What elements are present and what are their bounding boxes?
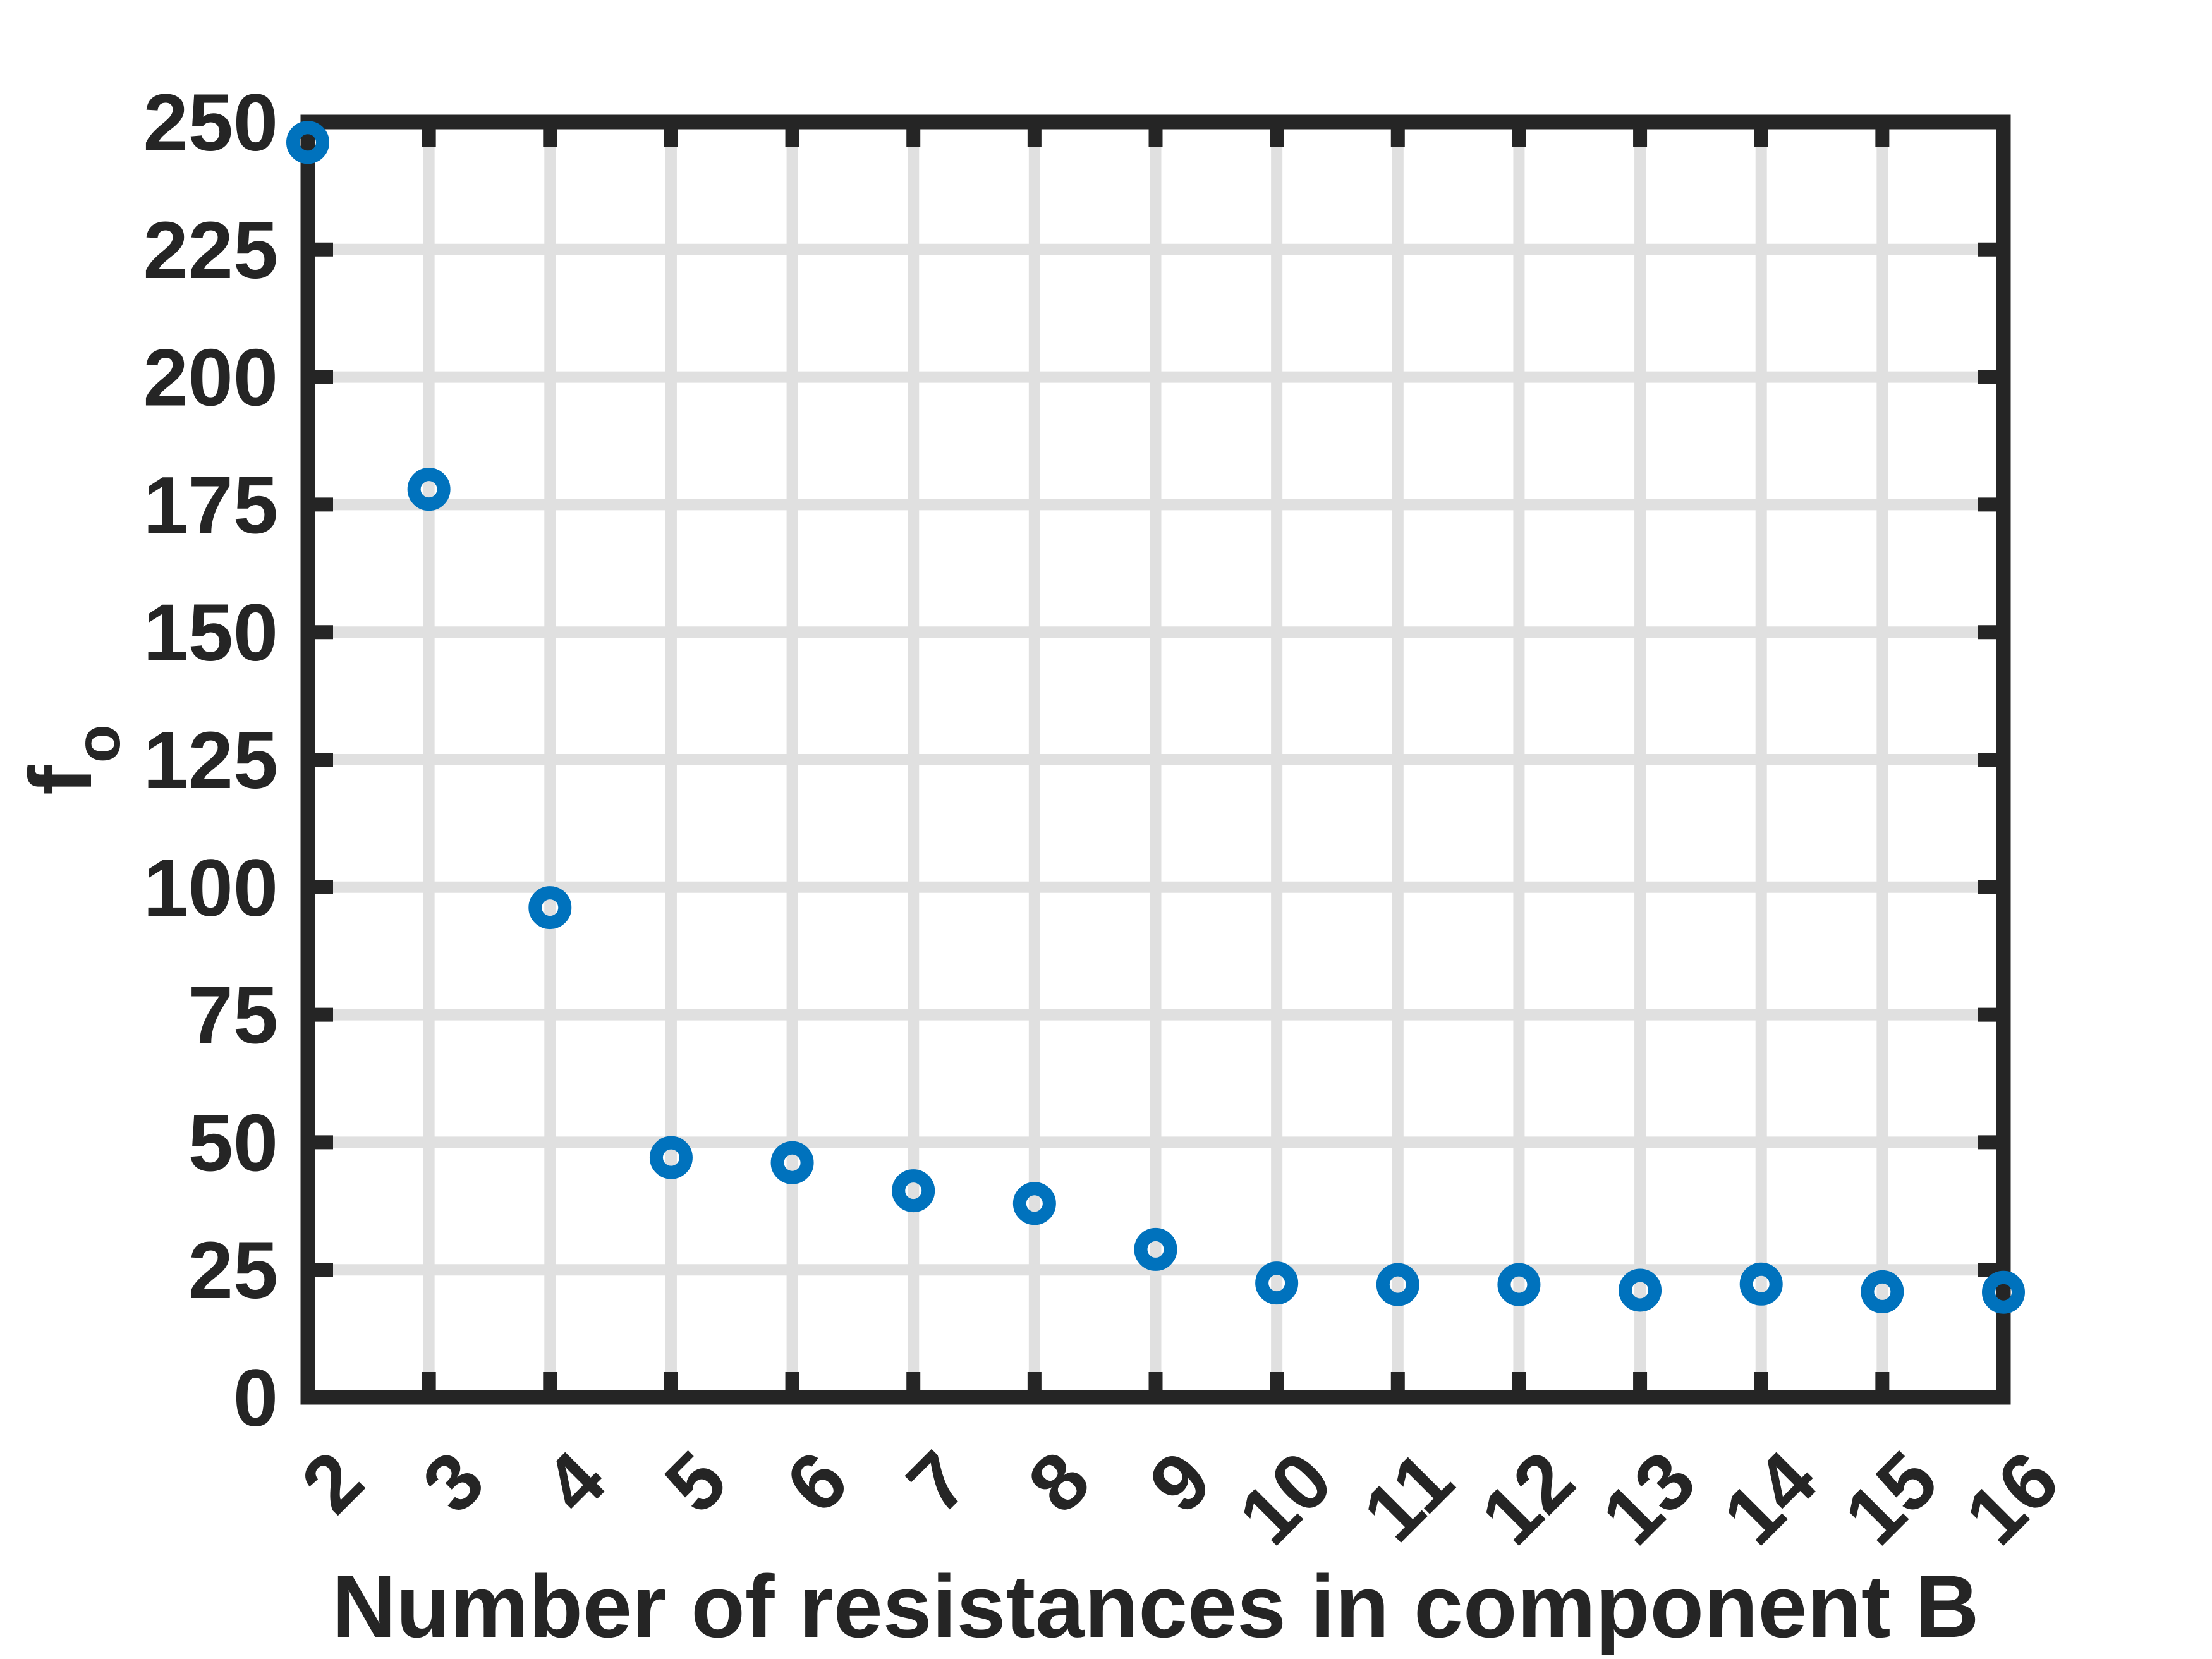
x-tick-label: 12 (1464, 1435, 1591, 1562)
y-tick-label: 200 (143, 333, 278, 423)
x-tick-label: 16 (1948, 1435, 2076, 1562)
x-tick-label: 8 (1011, 1435, 1107, 1530)
data-point-marker (1982, 1270, 2025, 1314)
x-tick-label: 14 (1706, 1435, 1834, 1562)
y-tick-label: 250 (143, 78, 278, 168)
y-tick-label: 25 (188, 1225, 278, 1316)
data-point-marker (1619, 1268, 1662, 1312)
y-tick-label: 150 (143, 588, 278, 678)
data-point-marker (286, 121, 329, 164)
x-axis-label: Number of resistances in component B (332, 1557, 1979, 1656)
y-axis-label-subscript: o (63, 724, 133, 763)
data-point-marker (1134, 1227, 1177, 1271)
x-tick-label: 11 (1346, 1435, 1471, 1559)
x-tick-label: 10 (1222, 1435, 1349, 1562)
x-tick-label: 15 (1827, 1435, 1955, 1562)
x-tick-label: 5 (648, 1435, 743, 1530)
data-point-marker (1739, 1262, 1783, 1306)
x-tick-label: 3 (406, 1435, 501, 1530)
y-tick-label: 75 (188, 971, 278, 1061)
y-tick-label: 225 (143, 205, 278, 296)
data-point-marker (407, 468, 451, 511)
y-tick-labels: 0 25 50 75 100 125 150 175 200 225 250 (143, 78, 278, 1443)
y-tick-label: 125 (143, 715, 278, 806)
y-tick-label: 0 (233, 1353, 278, 1443)
x-tick-label: 4 (527, 1435, 623, 1530)
x-tick-label: 7 (890, 1435, 986, 1530)
x-tick-label: 2 (284, 1435, 380, 1530)
y-tick-label: 100 (143, 843, 278, 933)
data-point-marker (649, 1136, 693, 1179)
y-tick-label: 50 (188, 1098, 278, 1188)
x-tick-label: 13 (1585, 1435, 1713, 1562)
data-point-marker (770, 1141, 814, 1184)
y-axis-label-base: f (11, 765, 110, 795)
x-tick-label: 9 (1133, 1435, 1228, 1530)
data-point-marker (528, 886, 572, 930)
data-point-marker (1255, 1261, 1299, 1305)
data-point-marker (1376, 1263, 1419, 1306)
data-point-marker (1861, 1270, 1904, 1313)
data-point-marker (1497, 1263, 1541, 1306)
data-point-marker (1012, 1182, 1056, 1225)
data-point-marker (892, 1169, 935, 1213)
grid-lines (308, 122, 2003, 1397)
y-axis-label: fo (11, 724, 133, 795)
data-markers (286, 121, 2025, 1314)
y-tick-label: 175 (143, 460, 278, 550)
plot-border (300, 114, 2011, 1405)
x-tick-label: 6 (769, 1435, 865, 1530)
